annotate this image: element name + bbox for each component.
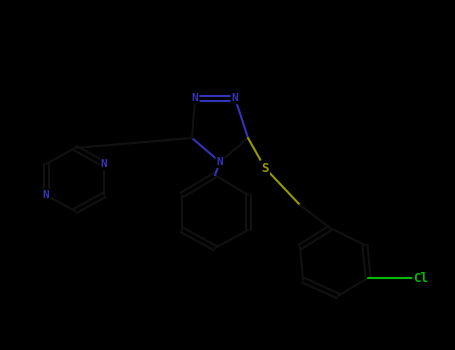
Text: S: S (261, 161, 269, 175)
Text: N: N (232, 93, 238, 103)
Text: N: N (43, 190, 50, 200)
Text: N: N (101, 159, 107, 169)
Text: N: N (217, 157, 223, 167)
Text: Cl: Cl (414, 272, 429, 285)
Text: N: N (192, 93, 198, 103)
